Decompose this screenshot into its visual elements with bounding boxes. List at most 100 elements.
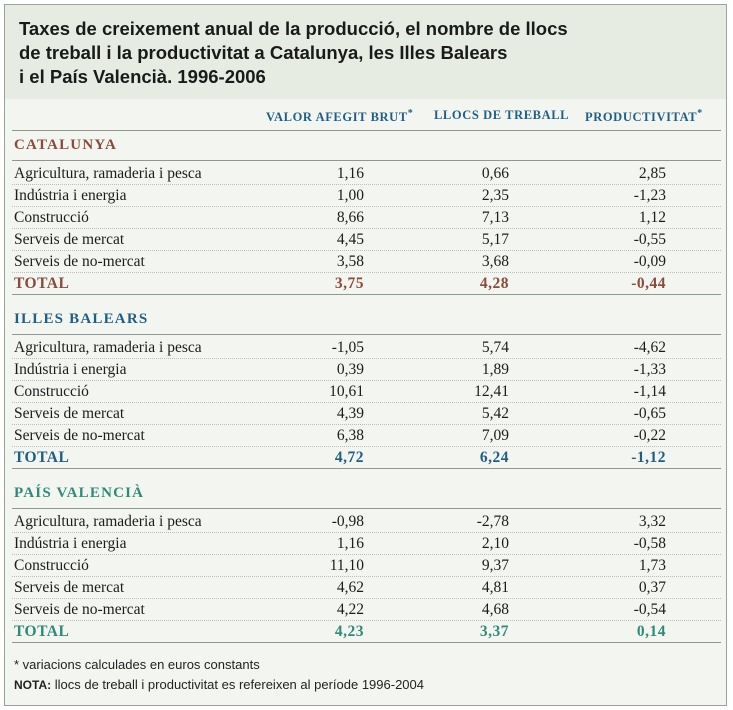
value-cell: 5,17	[481, 231, 509, 248]
title-line: de treball i la productivitat a Cataluny…	[19, 42, 508, 63]
total-label: TOTAL	[14, 449, 70, 466]
row-label: Indústria i energia	[14, 187, 127, 204]
row-label: Serveis de mercat	[14, 231, 125, 248]
value-cell: 1,89	[481, 361, 509, 378]
value-cell: 1,16	[336, 535, 364, 552]
footnote-nota: NOTA: llocs de treball i productivitat e…	[14, 677, 424, 692]
total-row: TOTAL 3,75 4,28 -0,44	[12, 273, 721, 295]
value-cell: 12,41	[474, 383, 509, 400]
value-cell: -0,55	[633, 231, 666, 248]
value-cell: 0,39	[336, 361, 364, 378]
total-label: TOTAL	[14, 623, 70, 640]
value-cell: -0,44	[631, 275, 666, 292]
header-divider	[12, 130, 721, 131]
value-cell: 4,81	[481, 579, 509, 596]
row-separator	[12, 446, 721, 447]
value-cell: 2,10	[481, 535, 509, 552]
value-cell: 1,12	[638, 209, 666, 226]
row-separator	[12, 294, 721, 295]
row-separator	[12, 620, 721, 621]
value-cell: 10,61	[329, 383, 364, 400]
asterisk-mark: *	[407, 108, 414, 119]
table-row: Serveis de no-mercat 6,38 7,09 -0,22	[12, 425, 721, 447]
column-header-label: PRODUCTIVITAT	[585, 110, 698, 125]
value-cell: 4,68	[481, 601, 509, 618]
value-cell: 3,75	[334, 275, 364, 292]
value-cell: 4,72	[334, 449, 364, 466]
row-label: Agricultura, ramaderia i pesca	[14, 165, 202, 182]
row-separator	[12, 358, 721, 359]
table-row: Indústria i energia 0,39 1,89 -1,33	[12, 359, 721, 381]
row-separator	[12, 554, 721, 555]
row-separator	[12, 576, 721, 577]
row-separator	[12, 642, 721, 643]
row-separator	[12, 184, 721, 185]
value-cell: 4,28	[479, 275, 509, 292]
table-row: Indústria i energia 1,00 2,35 -1,23	[12, 185, 721, 207]
row-separator	[12, 424, 721, 425]
row-label: Construcció	[14, 209, 89, 226]
value-cell: 3,37	[479, 623, 509, 640]
section-divider	[12, 160, 721, 161]
value-cell: -1,33	[633, 361, 666, 378]
value-cell: -0,54	[633, 601, 666, 618]
nota-text: llocs de treball i productivitat es refe…	[51, 677, 424, 692]
value-cell: -1,23	[633, 187, 666, 204]
total-row: TOTAL 4,23 3,37 0,14	[12, 621, 721, 643]
table-row: Agricultura, ramaderia i pesca -1,05 5,74 -…	[12, 337, 721, 359]
value-cell: 1,16	[336, 165, 364, 182]
value-cell: 2,35	[481, 187, 509, 204]
column-header-productivitat: PRODUCTIVITAT*	[585, 108, 703, 125]
value-cell: -1,05	[331, 339, 364, 356]
row-label: Serveis de no-mercat	[14, 427, 145, 444]
value-cell: 5,74	[481, 339, 509, 356]
table-title: Taxes de creixement anual de la producci…	[19, 17, 709, 89]
section-title: ILLES BALEARS	[14, 311, 149, 327]
row-separator	[12, 598, 721, 599]
row-label: Indústria i energia	[14, 361, 127, 378]
value-cell: 11,10	[329, 557, 364, 574]
value-cell: 4,62	[336, 579, 364, 596]
row-separator	[12, 228, 721, 229]
table-row: Construcció 8,66 7,13 1,12	[12, 207, 721, 229]
value-cell: 3,58	[336, 253, 364, 270]
row-label: Serveis de mercat	[14, 405, 125, 422]
section-title: CATALUNYA	[14, 137, 118, 153]
value-cell: -0,98	[331, 513, 364, 530]
value-cell: 0,37	[638, 579, 666, 596]
value-cell: 6,38	[336, 427, 364, 444]
value-cell: -1,12	[631, 449, 666, 466]
value-cell: 9,37	[481, 557, 509, 574]
row-label: Serveis de mercat	[14, 579, 125, 596]
value-cell: 0,66	[481, 165, 509, 182]
table-row: Construcció 10,61 12,41 -1,14	[12, 381, 721, 403]
value-cell: -0,09	[633, 253, 666, 270]
row-separator	[12, 532, 721, 533]
column-header-label: VALOR AFEGIT BRUT	[266, 110, 408, 125]
value-cell: 4,22	[336, 601, 364, 618]
value-cell: 5,42	[481, 405, 509, 422]
row-label: Serveis de no-mercat	[14, 601, 145, 618]
value-cell: 0,14	[636, 623, 666, 640]
value-cell: 7,13	[481, 209, 509, 226]
table-row: Construcció 11,10 9,37 1,73	[12, 555, 721, 577]
value-cell: 7,09	[481, 427, 509, 444]
section-title: PAÍS VALENCIÀ	[14, 485, 145, 501]
table-row: Serveis de no-mercat 4,22 4,68 -0,54	[12, 599, 721, 621]
value-cell: 1,00	[336, 187, 364, 204]
total-label: TOTAL	[14, 275, 70, 292]
table-row: Indústria i energia 1,16 2,10 -0,58	[12, 533, 721, 555]
value-cell: -2,78	[476, 513, 509, 530]
title-line: Taxes de creixement anual de la producci…	[19, 18, 568, 39]
value-cell: -0,58	[633, 535, 666, 552]
section-divider	[12, 334, 721, 335]
column-header-llocs-treball: LLOCS DE TREBALL	[434, 108, 569, 123]
table-row: Agricultura, ramaderia i pesca -0,98 -2,78…	[12, 511, 721, 533]
row-label: Construcció	[14, 557, 89, 574]
value-cell: -0,22	[633, 427, 666, 444]
footnote-asterisk: * variacions calculades en euros constan…	[14, 657, 260, 672]
value-cell: -1,14	[633, 383, 666, 400]
asterisk-mark: *	[697, 108, 703, 119]
section-divider	[12, 508, 721, 509]
value-cell: -4,62	[633, 339, 666, 356]
